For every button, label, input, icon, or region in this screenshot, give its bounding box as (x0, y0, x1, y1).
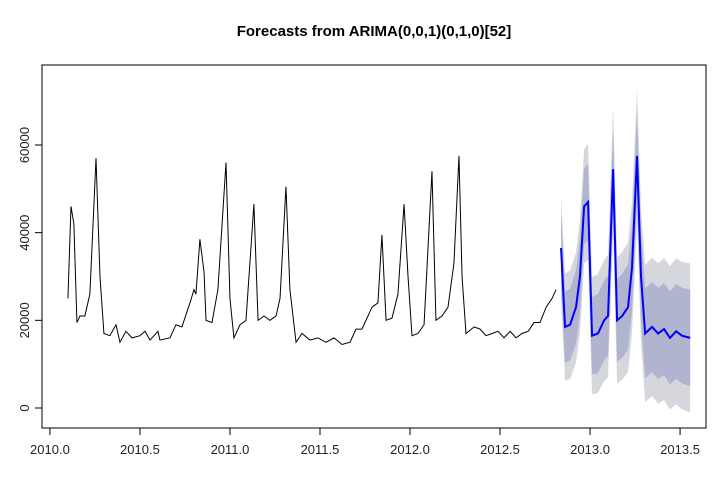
x-tick-label: 2013.0 (570, 442, 610, 457)
y-tick-label: 60000 (17, 127, 32, 163)
x-tick-label: 2011.5 (301, 442, 340, 457)
plot-area (67, 89, 691, 413)
chart-title: Forecasts from ARIMA(0,0,1)(0,1,0)[52] (237, 23, 512, 40)
x-tick-label: 2012.5 (480, 442, 520, 457)
x-tick-label: 2010.5 (120, 442, 160, 457)
x-tick-label: 2013.5 (660, 442, 700, 457)
x-tick-label: 2012.0 (390, 442, 430, 457)
forecast-line (560, 155, 691, 340)
x-tick-label: 2010.0 (30, 442, 70, 457)
x-tick-label: 2011.0 (211, 442, 250, 457)
observed-line (67, 155, 557, 346)
prediction-interval (561, 112, 691, 387)
y-tick-label: 0 (17, 404, 32, 411)
y-tick-label: 40000 (17, 215, 32, 251)
y-tick-label: 20000 (17, 302, 32, 338)
